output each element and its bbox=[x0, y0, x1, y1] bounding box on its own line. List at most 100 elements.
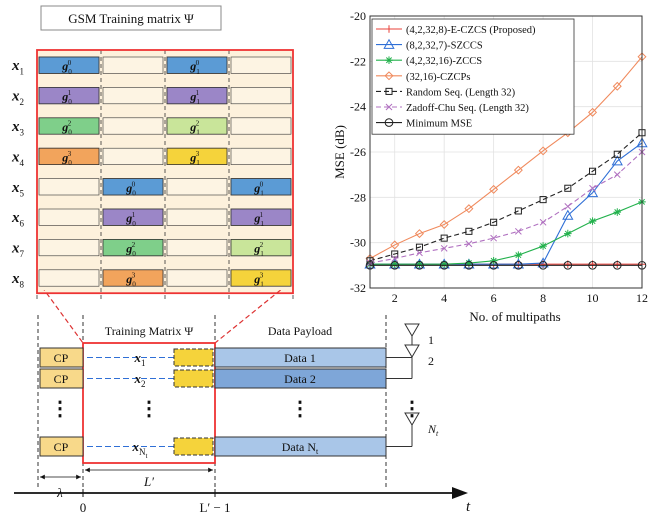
x-tick-label: 12 bbox=[636, 291, 648, 305]
matrix-cell-label-11: g01 bbox=[125, 211, 136, 228]
antenna-icon-2 bbox=[404, 344, 420, 358]
y-tick-label: -22 bbox=[350, 54, 366, 68]
matrix-cell-15 bbox=[102, 269, 164, 287]
matrix-cell-label-8: g13 bbox=[189, 150, 200, 167]
matrix-outline bbox=[36, 49, 294, 295]
matrix-cell-10 bbox=[230, 178, 292, 196]
series-5-point bbox=[490, 218, 498, 226]
series-5-point bbox=[391, 250, 399, 258]
antenna-label-3: Nt bbox=[427, 422, 439, 438]
series-6-point bbox=[613, 171, 621, 179]
series-6-point bbox=[440, 244, 448, 252]
series-4-point bbox=[390, 240, 400, 250]
seq-label-1: x1 bbox=[134, 350, 146, 368]
cp-label-3: CP bbox=[54, 440, 69, 454]
matrix-cell-label-11-sup: 1 bbox=[132, 211, 136, 219]
series-3-point bbox=[415, 260, 424, 268]
matrix-cell-empty bbox=[38, 178, 100, 196]
series-3-point bbox=[514, 251, 523, 259]
series-4-point bbox=[464, 204, 474, 214]
y-tick-label: -26 bbox=[350, 145, 366, 159]
row-label-1: x1 bbox=[11, 58, 24, 77]
data-label-3: Data Nt bbox=[282, 440, 319, 456]
header-training-matrix: Training Matrix Ψ bbox=[105, 324, 194, 338]
matrix-cell-label-12: g11 bbox=[253, 211, 264, 228]
matrix-cell-label-10-sub: 1 bbox=[260, 189, 264, 197]
matrix-cell-2 bbox=[166, 56, 228, 74]
row-label-6-base: x bbox=[11, 210, 20, 226]
seq-label-3: xNt bbox=[132, 439, 148, 460]
x-tick-label: 8 bbox=[540, 291, 546, 305]
matrix-cell-9 bbox=[102, 178, 164, 196]
time-axis-arrowhead bbox=[452, 487, 468, 499]
row-label-5-sub: 5 bbox=[20, 188, 25, 198]
training-matrix-outline bbox=[82, 342, 216, 464]
matrix-cell-label-16-sup: 3 bbox=[260, 272, 264, 280]
series-6-point bbox=[391, 255, 399, 262]
series-5-point bbox=[514, 207, 522, 215]
row-label-8-base: x bbox=[11, 271, 20, 287]
ellipsis-antenna: ⋮ bbox=[402, 398, 422, 420]
matrix-cell-label-13: g02 bbox=[125, 241, 136, 258]
matrix-cell-label-5-sub: 0 bbox=[68, 129, 72, 137]
row-label-3: x3 bbox=[11, 119, 25, 138]
series-3-point bbox=[489, 257, 498, 265]
matrix-cell-label-10-sup: 0 bbox=[260, 180, 264, 188]
matrix-cell-label-15-sub: 0 bbox=[132, 281, 136, 289]
matrix-cell-label-14-sub: 1 bbox=[260, 250, 264, 258]
legend-marker-6 bbox=[385, 103, 393, 111]
matrix-cell-label-9-base: g bbox=[125, 181, 132, 195]
series-5-point bbox=[415, 243, 423, 251]
series-6-point bbox=[539, 218, 547, 226]
series-6-point bbox=[490, 234, 498, 242]
matrix-cell-label-4-base: g bbox=[189, 90, 196, 104]
row-label-4-sub: 4 bbox=[20, 158, 25, 168]
matrix-cell-label-7-base: g bbox=[61, 150, 68, 164]
seq-label-sub-1: 1 bbox=[141, 358, 146, 368]
legend-label-1: (4,2,32,8)-E-CZCS (Proposed) bbox=[406, 25, 536, 36]
row-label-7-base: x bbox=[11, 241, 20, 257]
antenna-label-sub-3: t bbox=[436, 429, 439, 438]
matrix-cell-label-11-base: g bbox=[125, 211, 132, 225]
matrix-cell-label-13-sub: 0 bbox=[132, 250, 136, 258]
legend-marker-3 bbox=[385, 56, 393, 64]
series-4-point bbox=[489, 184, 499, 194]
series-3-point bbox=[390, 260, 399, 268]
matrix-cell-label-4: g11 bbox=[189, 89, 200, 106]
zoom-line-right bbox=[214, 290, 282, 344]
matrix-cell-label-6-base: g bbox=[189, 120, 196, 134]
legend-label-6: Zadoff-Chu Seq. (Length 32) bbox=[406, 103, 529, 114]
series-4-point bbox=[439, 220, 449, 230]
lprime-label: L′ bbox=[143, 474, 154, 489]
zoom-line-left bbox=[43, 290, 84, 344]
row-label-2-sub: 2 bbox=[20, 97, 25, 107]
series-2-point bbox=[512, 258, 525, 269]
matrix-cell-label-9-sub: 0 bbox=[132, 189, 136, 197]
matrix-cell-empty bbox=[102, 117, 164, 135]
matrix-cell-label-8-sub: 1 bbox=[196, 159, 200, 167]
cyclic-prefix-copy-3 bbox=[173, 437, 214, 456]
cp-block-2 bbox=[39, 368, 84, 389]
matrix-cell-1 bbox=[38, 56, 100, 74]
matrix-cell-label-16-base: g bbox=[253, 272, 260, 286]
matrix-cell-label-2-sub: 1 bbox=[196, 68, 200, 76]
matrix-cell-label-1-sub: 0 bbox=[68, 68, 72, 76]
matrix-cell-empty bbox=[230, 87, 292, 105]
matrix-cell-8 bbox=[166, 147, 228, 165]
row-label-2-base: x bbox=[11, 89, 20, 105]
legend-marker-5 bbox=[385, 87, 393, 95]
matrix-cell-empty bbox=[102, 56, 164, 74]
row-label-6-sub: 6 bbox=[20, 219, 25, 229]
x-axis-label: No. of multipaths bbox=[469, 309, 560, 324]
matrix-cell-empty bbox=[102, 147, 164, 165]
ellipsis-training: ⋮ bbox=[139, 398, 159, 420]
series-4-point bbox=[612, 81, 622, 91]
data-label-text-1: Data 1 bbox=[284, 351, 316, 365]
y-axis-label: MSE (dB) bbox=[332, 125, 347, 179]
matrix-cell-label-1-sup: 0 bbox=[68, 59, 72, 67]
seq-label-sub2-3: t bbox=[146, 452, 148, 460]
series-3-point bbox=[539, 242, 547, 250]
series-3-point bbox=[588, 217, 597, 225]
antenna-label-2: 2 bbox=[428, 354, 434, 368]
row-label-8: x8 bbox=[11, 271, 25, 290]
